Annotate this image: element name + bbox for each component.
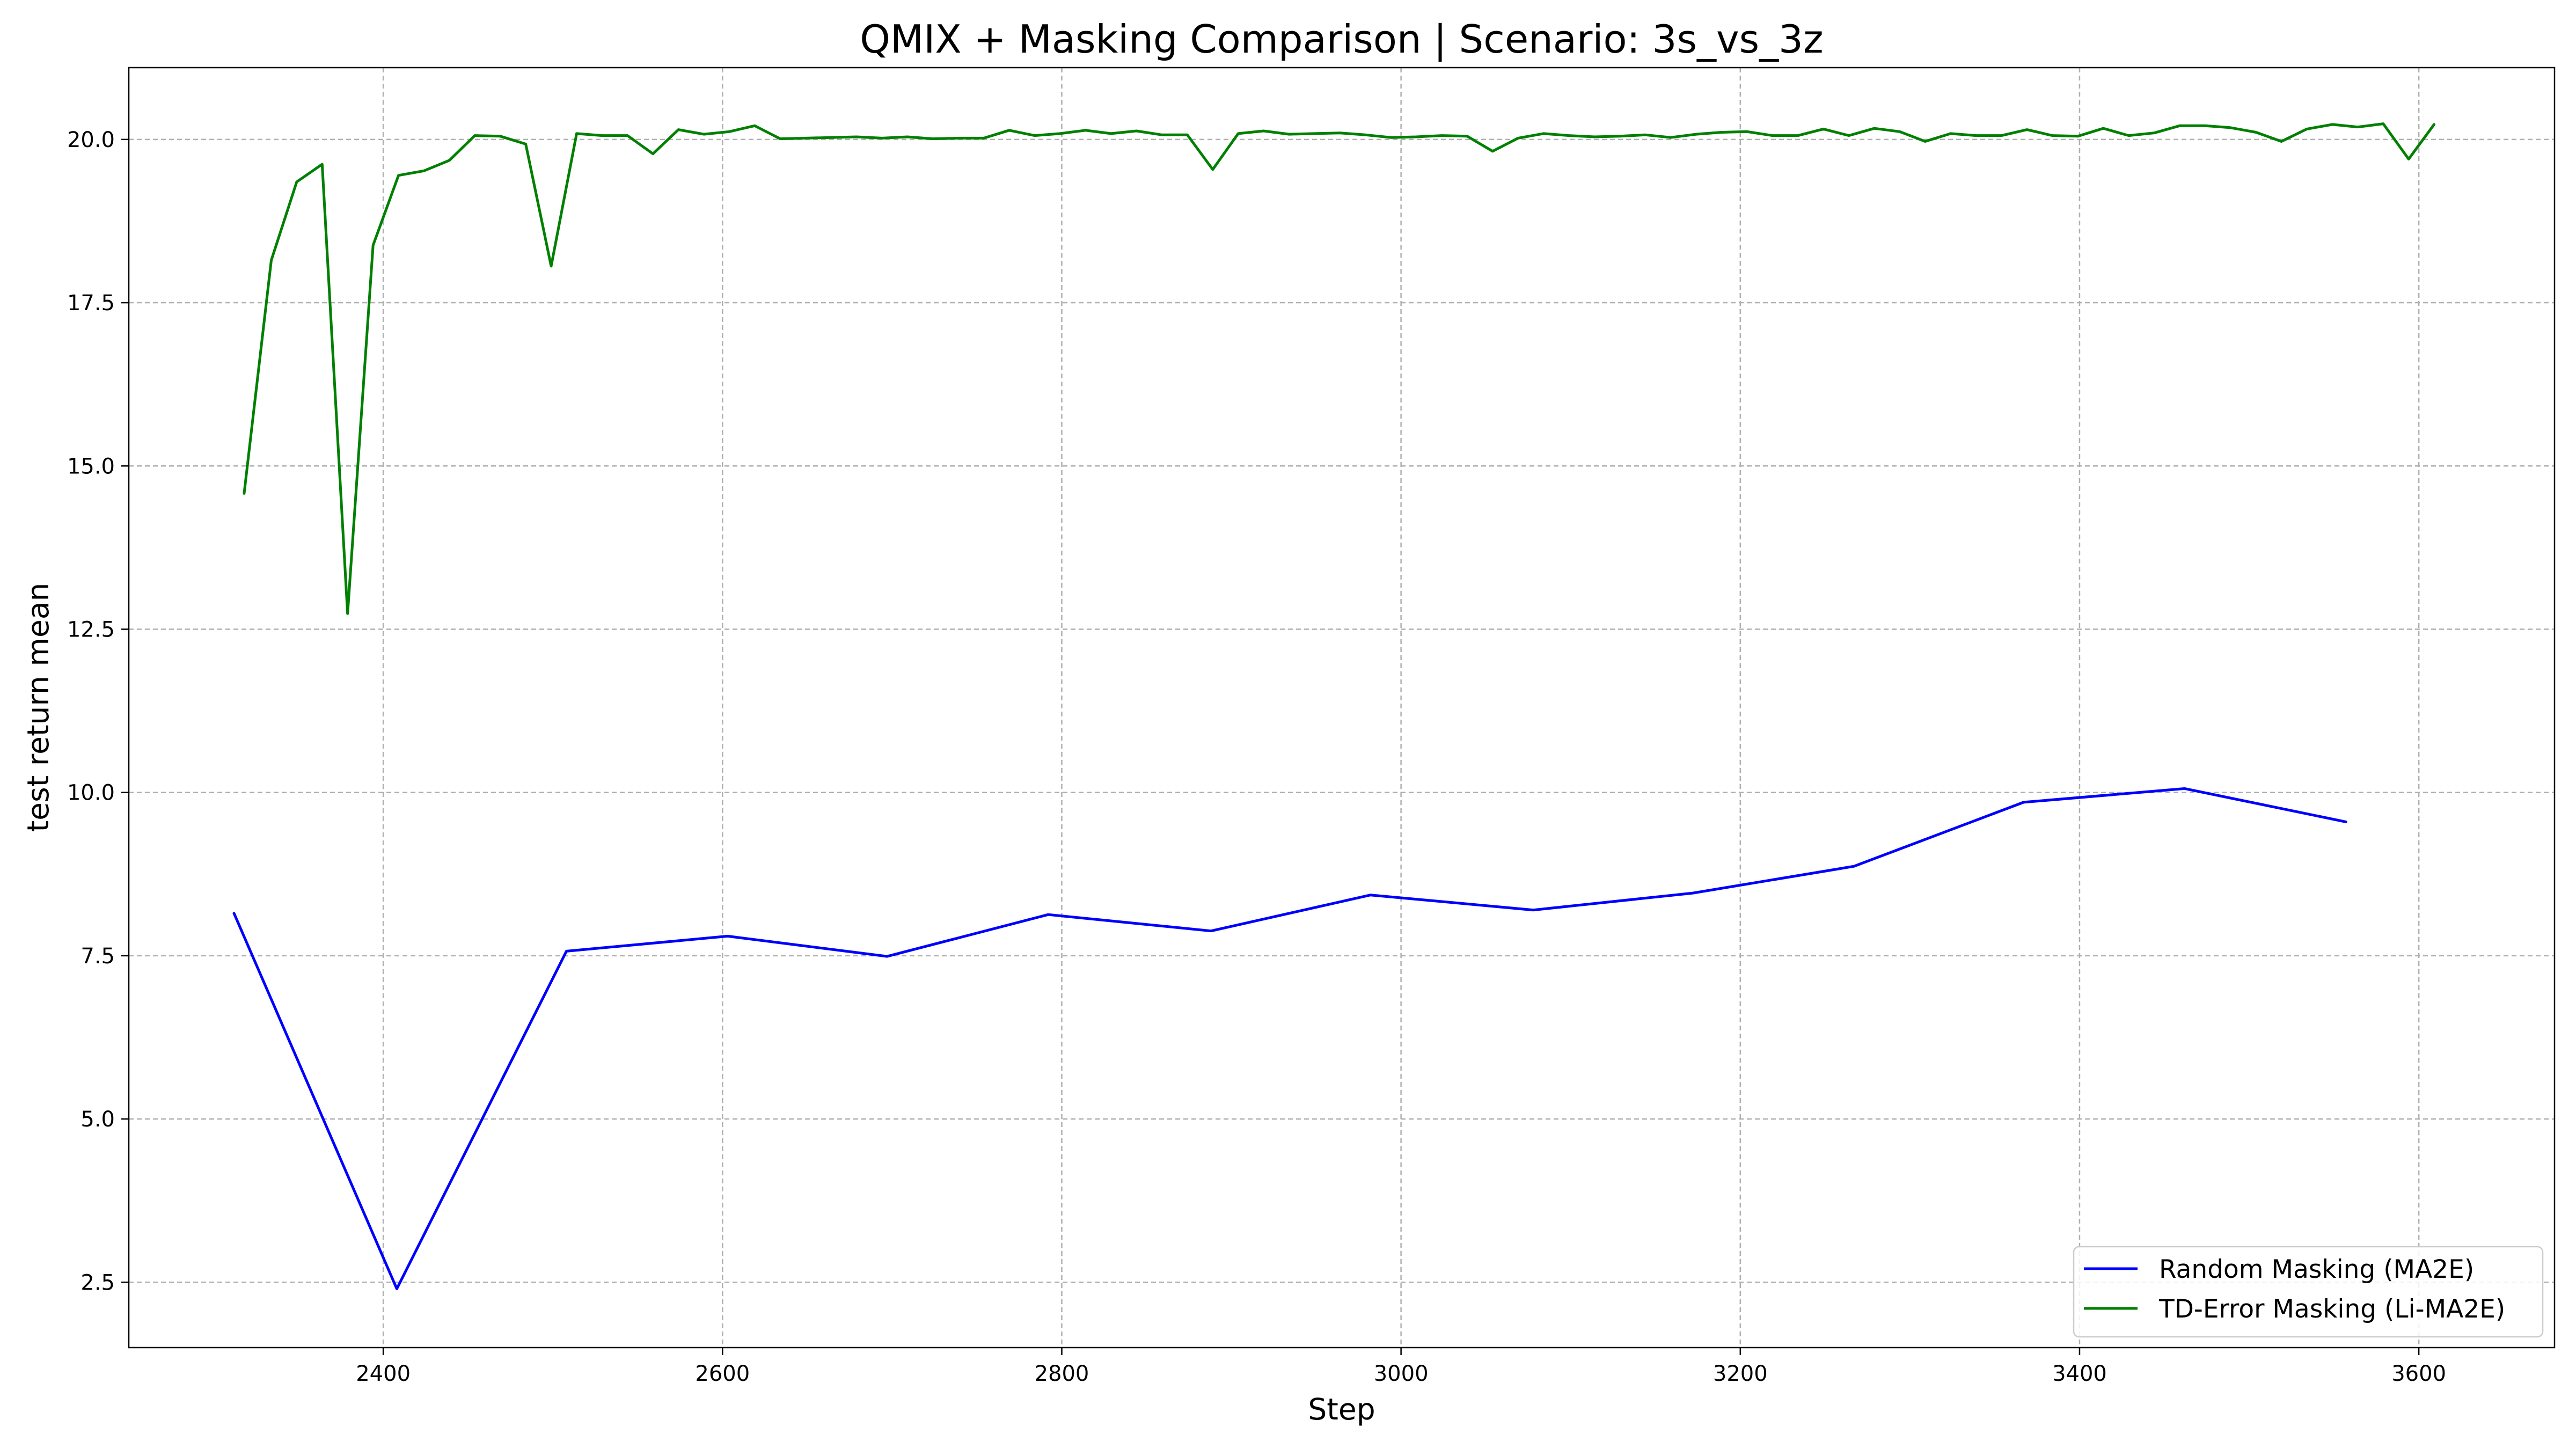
- x-tick-label: 2400: [356, 1362, 411, 1386]
- plot-frame: [128, 67, 2556, 1349]
- y-axis-label: test return mean: [21, 583, 55, 832]
- grid-layer: [129, 68, 2555, 1348]
- y-tick-label: 17.5: [67, 291, 115, 316]
- y-tick-label: 20.0: [67, 128, 115, 152]
- chart-title: QMIX + Masking Comparison | Scenario: 3s…: [860, 17, 1823, 62]
- y-tick-label: 10.0: [67, 781, 115, 806]
- x-tick-label: 3600: [2391, 1362, 2446, 1386]
- series-layer: [232, 122, 2436, 1290]
- x-tick-label: 3000: [1374, 1362, 1429, 1386]
- x-axis-label: Step: [1308, 1392, 1375, 1426]
- x-tick-label: 2600: [695, 1362, 750, 1386]
- y-tick-label: 2.5: [80, 1270, 115, 1295]
- legend: Random Masking (MA2E) TD-Error Masking (…: [2073, 1246, 2544, 1338]
- y-tick-label: 15.0: [67, 454, 115, 479]
- legend-box: [2073, 1246, 2544, 1338]
- legend-label-random-masking: Random Masking (MA2E): [2159, 1255, 2474, 1284]
- x-tick-label: 3400: [2052, 1362, 2107, 1386]
- x-tick-label: 2800: [1035, 1362, 1089, 1386]
- tick-layer: 2400 2600 2800 3000 3200 3400 3600 2.5 5.0 7.5 10.…: [67, 128, 2446, 1386]
- series-line-0: [232, 787, 2347, 1290]
- legend-label-td-error-masking: TD-Error Masking (Li-MA2E): [2158, 1294, 2505, 1324]
- x-tick-label: 3200: [1713, 1362, 1768, 1386]
- y-tick-label: 12.5: [67, 617, 115, 642]
- y-tick-label: 7.5: [80, 944, 115, 969]
- y-tick-label: 5.0: [80, 1107, 115, 1132]
- series-line-1: [243, 122, 2436, 615]
